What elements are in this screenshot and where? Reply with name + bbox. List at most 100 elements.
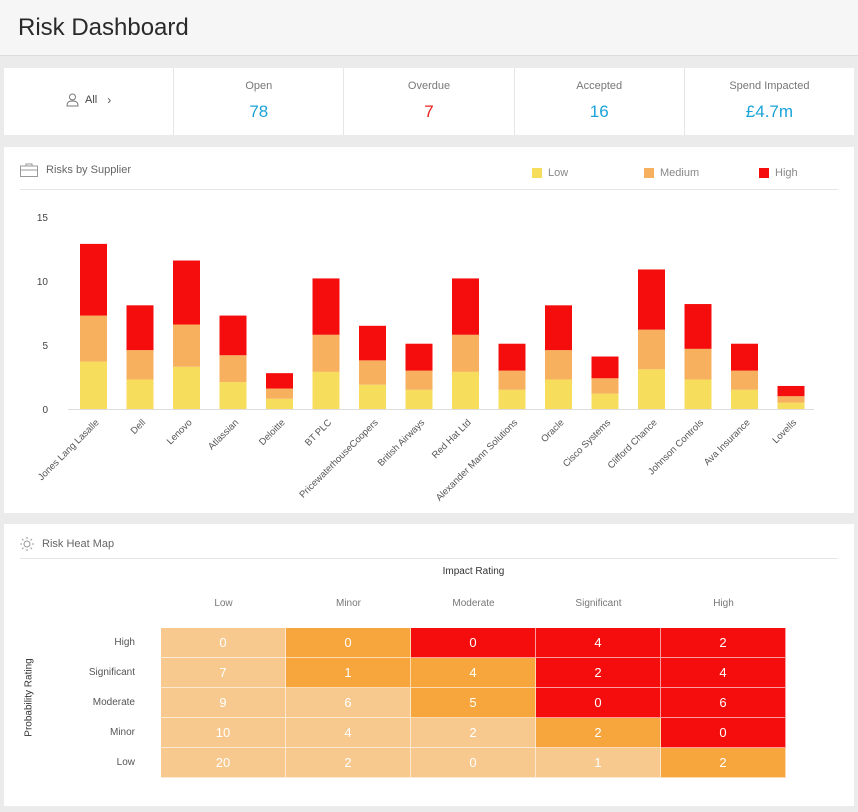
y-tick-label: 5 [42, 341, 48, 352]
bar-segment-low[interactable] [638, 369, 665, 409]
bar-segment-medium[interactable] [266, 388, 293, 399]
bar-segment-medium[interactable] [219, 355, 247, 383]
legend-item-low[interactable]: Low [532, 167, 568, 179]
bar-segment-low[interactable] [731, 389, 758, 409]
heatmap-row-label: High [114, 637, 135, 648]
heatmap-cell[interactable]: 4 [536, 628, 661, 658]
stat-open[interactable]: Open 78 [174, 68, 345, 135]
bar-segment-high[interactable] [266, 373, 293, 389]
heatmap-cell[interactable]: 0 [286, 628, 411, 658]
bar-segment-low[interactable] [452, 371, 479, 409]
bar-segment-high[interactable] [498, 343, 526, 371]
heatmap-cell[interactable]: 4 [411, 658, 536, 688]
stat-value: 7 [424, 102, 434, 121]
bar-segment-low[interactable] [545, 379, 572, 409]
page-title: Risk Dashboard [18, 14, 189, 41]
bar-segment-high[interactable] [359, 325, 386, 361]
heatmap-cell[interactable]: 5 [411, 688, 536, 718]
heatmap-row-label: Significant [88, 667, 135, 678]
x-tick-label: Lovells [770, 417, 799, 446]
bar-segment-high[interactable] [312, 278, 340, 335]
heatmap-cell[interactable]: 7 [161, 658, 286, 688]
heatmap-cell[interactable]: 1 [536, 748, 661, 778]
bar-segment-high[interactable] [173, 260, 200, 325]
bar-segment-medium[interactable] [638, 329, 665, 370]
bar-segment-high[interactable] [684, 304, 712, 349]
bar-segment-medium[interactable] [591, 378, 619, 394]
stat-value: £4.7m [745, 102, 794, 121]
bar-segment-medium[interactable] [359, 360, 386, 385]
bar-segment-low[interactable] [312, 371, 340, 409]
bar-segment-low[interactable] [684, 379, 712, 409]
bar-segment-medium[interactable] [731, 370, 758, 390]
heatmap-cell[interactable]: 6 [286, 688, 411, 718]
filter-button[interactable]: All › [4, 93, 173, 107]
heatmap-cell[interactable]: 6 [661, 688, 786, 718]
heatmap-cell[interactable]: 4 [661, 658, 786, 688]
bar-segment-high[interactable] [777, 385, 805, 397]
bar-segment-high[interactable] [452, 278, 479, 335]
heatmap-cell[interactable]: 2 [661, 628, 786, 658]
bar-segment-high[interactable] [591, 356, 619, 379]
heatmap-cell[interactable]: 2 [286, 748, 411, 778]
legend-swatch [644, 168, 654, 178]
bar-segment-low[interactable] [266, 398, 293, 409]
heatmap-cell[interactable]: 0 [536, 688, 661, 718]
heatmap-row-label: Minor [109, 727, 135, 738]
bar-segment-high[interactable] [638, 269, 665, 330]
heatmap-cell[interactable]: 0 [411, 628, 536, 658]
heatmap-cell[interactable]: 0 [411, 748, 536, 778]
bar-segment-medium[interactable] [312, 334, 340, 372]
bar-segment-low[interactable] [173, 366, 200, 409]
stat-overdue[interactable]: Overdue 7 [344, 68, 515, 135]
bar-segment-medium[interactable] [405, 370, 433, 390]
bar-segment-high[interactable] [80, 243, 107, 316]
bar-segment-high[interactable] [545, 305, 572, 351]
bar-segment-low[interactable] [359, 384, 386, 409]
bar-segment-high[interactable] [405, 343, 433, 371]
legend-item-high[interactable]: High [759, 167, 798, 179]
bar-segment-low[interactable] [80, 361, 107, 409]
legend-item-medium[interactable]: Medium [644, 167, 699, 179]
stat-spend-impacted[interactable]: Spend Impacted £4.7m [685, 68, 854, 135]
bar-segment-medium[interactable] [777, 396, 805, 403]
bar-segment-medium[interactable] [80, 315, 107, 362]
card-title: Risk Heat Map [20, 537, 114, 551]
bar-segment-high[interactable] [731, 343, 758, 371]
stat-accepted[interactable]: Accepted 16 [515, 68, 685, 135]
heatmap-cell[interactable]: 10 [161, 718, 286, 748]
x-tick-label: Lenovo [165, 417, 195, 447]
bar-segment-medium[interactable] [126, 350, 154, 380]
bar-segment-medium[interactable] [173, 324, 200, 367]
x-tick-label: PricewaterhouseCoopers [297, 417, 380, 500]
bar-segment-low[interactable] [405, 389, 433, 409]
heatmap-cell[interactable]: 2 [661, 748, 786, 778]
bar-segment-medium[interactable] [545, 350, 572, 380]
heatmap-cell[interactable]: 0 [661, 718, 786, 748]
divider [20, 189, 838, 190]
heatmap-column-label: High [713, 598, 734, 609]
bar-segment-high[interactable] [219, 315, 247, 356]
bar-segment-high[interactable] [126, 305, 154, 351]
bar-segment-low[interactable] [777, 402, 805, 409]
bar-segment-low[interactable] [126, 379, 154, 409]
bar-segment-low[interactable] [219, 382, 247, 409]
heatmap-column-label: Minor [335, 598, 361, 609]
bar-segment-low[interactable] [498, 389, 526, 409]
heatmap-cell[interactable]: 2 [536, 658, 661, 688]
heatmap-cell[interactable]: 2 [411, 718, 536, 748]
heatmap-cell[interactable]: 9 [161, 688, 286, 718]
heatmap-cell[interactable]: 4 [286, 718, 411, 748]
heatmap-cell[interactable]: 1 [286, 658, 411, 688]
user-icon [66, 93, 79, 107]
bar-segment-medium[interactable] [452, 334, 479, 372]
heatmap-cell[interactable]: 20 [161, 748, 286, 778]
card-title-text: Risks by Supplier [46, 164, 131, 176]
legend-label: High [775, 167, 798, 179]
bar-segment-medium[interactable] [684, 348, 712, 380]
bar-segment-low[interactable] [591, 393, 619, 409]
bar-segment-medium[interactable] [498, 370, 526, 390]
heatmap-cell[interactable]: 0 [161, 628, 286, 658]
x-tick-label: Jones Lang Lasalle [36, 417, 102, 483]
heatmap-cell[interactable]: 2 [536, 718, 661, 748]
